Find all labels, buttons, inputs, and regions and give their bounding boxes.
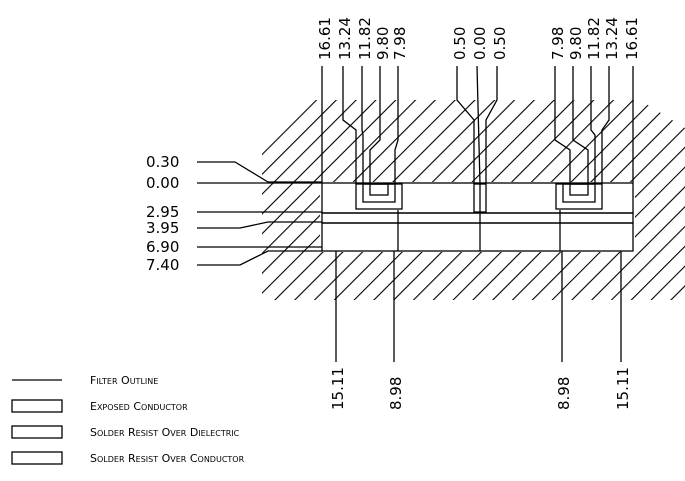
bottom-dimensions: 15.11 8.98 8.98 15.11 xyxy=(329,251,632,410)
left-dim-label: 3.95 xyxy=(146,219,179,237)
legend: Filter Outline Exposed Conductor Solder … xyxy=(11,374,245,465)
top-dim-label: 13.24 xyxy=(603,17,621,60)
left-dimensions: 0.30 0.00 2.95 3.95 6.90 7.40 xyxy=(146,153,322,274)
top-dim-label: 7.98 xyxy=(391,27,409,60)
top-dim-label: 0.50 xyxy=(451,27,469,60)
dense-hatch-icon xyxy=(11,399,63,413)
left-dim-label: 2.95 xyxy=(146,203,179,221)
top-dimensions: 16.61 13.24 11.82 9.80 7.98 0.50 0.00 0.… xyxy=(316,17,641,185)
left-pad-cutout xyxy=(355,184,403,210)
top-dim-label: 7.98 xyxy=(549,27,567,60)
bottom-dim-label: 15.11 xyxy=(614,367,632,410)
top-dim-label: 0.50 xyxy=(491,27,509,60)
top-dim-label: 9.80 xyxy=(374,27,392,60)
bottom-dim-label: 15.11 xyxy=(329,367,347,410)
left-dim-label: 0.00 xyxy=(146,174,179,192)
top-dim-label: 9.80 xyxy=(567,27,585,60)
top-dim-label: 11.82 xyxy=(585,17,603,60)
left-dim-label: 6.90 xyxy=(146,238,179,256)
top-dim-label: 11.82 xyxy=(356,17,374,60)
legend-label: Solder Resist Over Dielectric xyxy=(90,426,240,439)
left-dim-label: 7.40 xyxy=(146,256,179,274)
legend-label: Exposed Conductor xyxy=(90,400,188,413)
top-dim-label: 0.00 xyxy=(471,27,489,60)
right-pad-cutout xyxy=(555,184,603,210)
legend-label: Filter Outline xyxy=(90,374,158,387)
conductor-stack xyxy=(320,182,635,252)
bottom-dim-label: 8.98 xyxy=(387,377,405,410)
top-dim-label: 16.61 xyxy=(316,17,334,60)
top-dim-label: 16.61 xyxy=(623,17,641,60)
bottom-conductor-band xyxy=(321,222,634,252)
empty-box-icon xyxy=(11,425,63,439)
left-dim-label: 0.30 xyxy=(146,153,179,171)
bottom-dim-label: 8.98 xyxy=(555,377,573,410)
sparse-hatch-icon xyxy=(11,451,63,465)
top-dim-label: 13.24 xyxy=(336,17,354,60)
legend-label: Solder Resist Over Conductor xyxy=(90,452,245,465)
